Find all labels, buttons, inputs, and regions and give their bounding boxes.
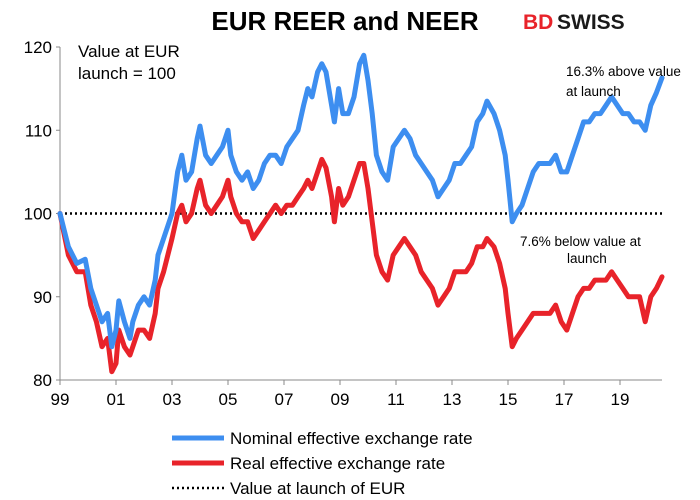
y-tick-label: 100 (24, 205, 52, 224)
x-tick-label: 01 (107, 390, 126, 409)
plot-area: 80 90 100 110 120 99 01 03 05 07 09 11 13 15 17 19 (24, 38, 665, 409)
neer-annotation-line1: 16.3% above value (566, 64, 681, 79)
legend: Nominal effective exchange rate Real eff… (172, 429, 473, 498)
top-left-note-line2: launch = 100 (78, 64, 176, 83)
reer-annotation-line1: 7.6% below value at (520, 234, 641, 249)
y-tick-label: 80 (33, 371, 52, 390)
brand-logo: BD SWISS (523, 11, 625, 34)
legend-label-real: Real effective exchange rate (230, 454, 445, 473)
x-tick-label: 17 (555, 390, 574, 409)
y-tick-label: 110 (25, 121, 52, 140)
brand-logo-bd: BD (523, 11, 553, 34)
y-tick-label: 90 (33, 288, 52, 307)
neer-annotation-line2: at launch (566, 84, 621, 99)
x-tick-label: 05 (219, 390, 238, 409)
legend-item-launch-value: Value at launch of EUR (172, 479, 405, 498)
x-tick-label: 07 (275, 390, 294, 409)
legend-item-nominal: Nominal effective exchange rate (172, 429, 473, 448)
legend-item-real: Real effective exchange rate (172, 454, 445, 473)
x-tick-label: 15 (499, 390, 518, 409)
reer-annotation-line2: launch (567, 251, 607, 266)
series-nominal-line (57, 52, 665, 350)
series-real-line (57, 156, 665, 375)
x-tick-label: 09 (331, 390, 350, 409)
brand-logo-swiss: SWISS (557, 11, 625, 34)
top-left-note: Value at EUR launch = 100 (78, 42, 180, 83)
x-tick-label: 13 (443, 390, 462, 409)
x-tick-label: 03 (163, 390, 182, 409)
legend-label-launch-value: Value at launch of EUR (230, 479, 405, 498)
reer-annotation: 7.6% below value at launch (520, 234, 641, 266)
y-tick-label: 120 (24, 38, 52, 57)
chart-title: EUR REER and NEER (211, 6, 478, 36)
legend-label-nominal: Nominal effective exchange rate (230, 429, 473, 448)
x-tick-label: 19 (611, 390, 630, 409)
x-tick-label: 11 (387, 390, 405, 409)
neer-annotation: 16.3% above value at launch (566, 64, 681, 99)
x-tick-label: 99 (51, 390, 70, 409)
top-left-note-line1: Value at EUR (78, 42, 180, 61)
